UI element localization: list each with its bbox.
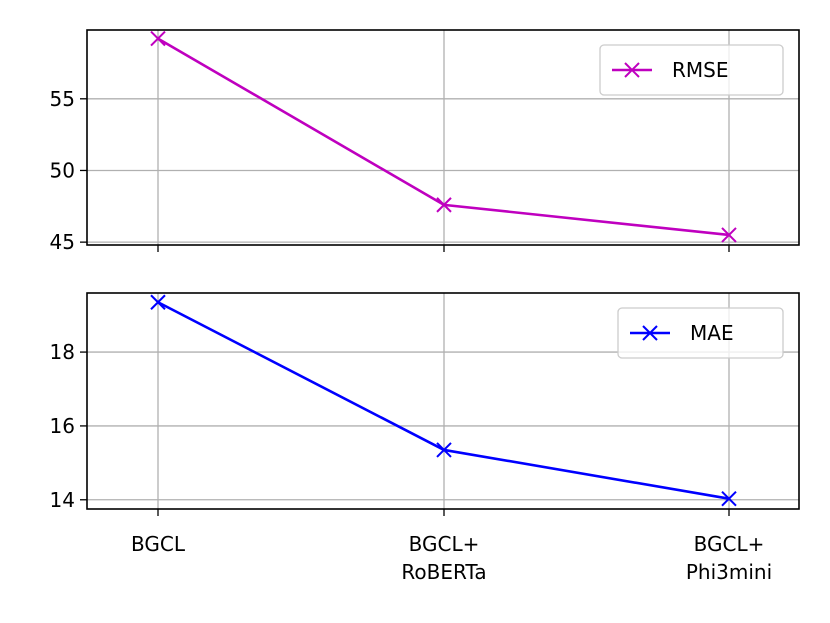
y-tick-label: 18 [50, 340, 75, 364]
y-tick-label: 16 [50, 414, 75, 438]
y-tick-label: 50 [50, 158, 75, 182]
x-tick-label: BGCL [131, 532, 186, 556]
marker-stroke [150, 294, 166, 310]
legend-label: RMSE [672, 58, 728, 82]
panel-2: 14 16 18 BGCL BGCL+ RoBERTa BGCL+ Phi3mini MAE [50, 292, 800, 584]
data-point [436, 197, 452, 213]
axes-frame [86, 29, 800, 246]
axes-frame [86, 292, 800, 510]
data-point [721, 490, 737, 507]
legend: MAE [617, 307, 784, 359]
legend-marker [642, 325, 658, 341]
y-tick-label: 45 [50, 230, 75, 254]
marker-stroke [436, 197, 452, 213]
y-tick-label: 14 [50, 488, 75, 512]
panel-1: 45 50 55 RMSE [50, 29, 800, 254]
marker-stroke [150, 30, 166, 47]
legend-marker [624, 62, 640, 78]
y-tick-label: 55 [50, 87, 75, 111]
marker-stroke [624, 62, 640, 78]
marker-stroke [642, 325, 658, 341]
marker-stroke [436, 442, 452, 458]
legend-box [599, 44, 784, 96]
data-point [721, 227, 737, 243]
marker-stroke [721, 490, 737, 507]
legend-label: MAE [690, 321, 734, 345]
legend-box [617, 307, 784, 359]
data-point [150, 30, 166, 47]
x-tick-label: BGCL+ RoBERTa [401, 532, 486, 584]
data-point [150, 294, 166, 310]
marker-stroke [721, 227, 737, 243]
data-point [436, 442, 452, 458]
x-tick-label: BGCL+ Phi3mini [686, 532, 772, 584]
legend: RMSE [599, 44, 784, 96]
